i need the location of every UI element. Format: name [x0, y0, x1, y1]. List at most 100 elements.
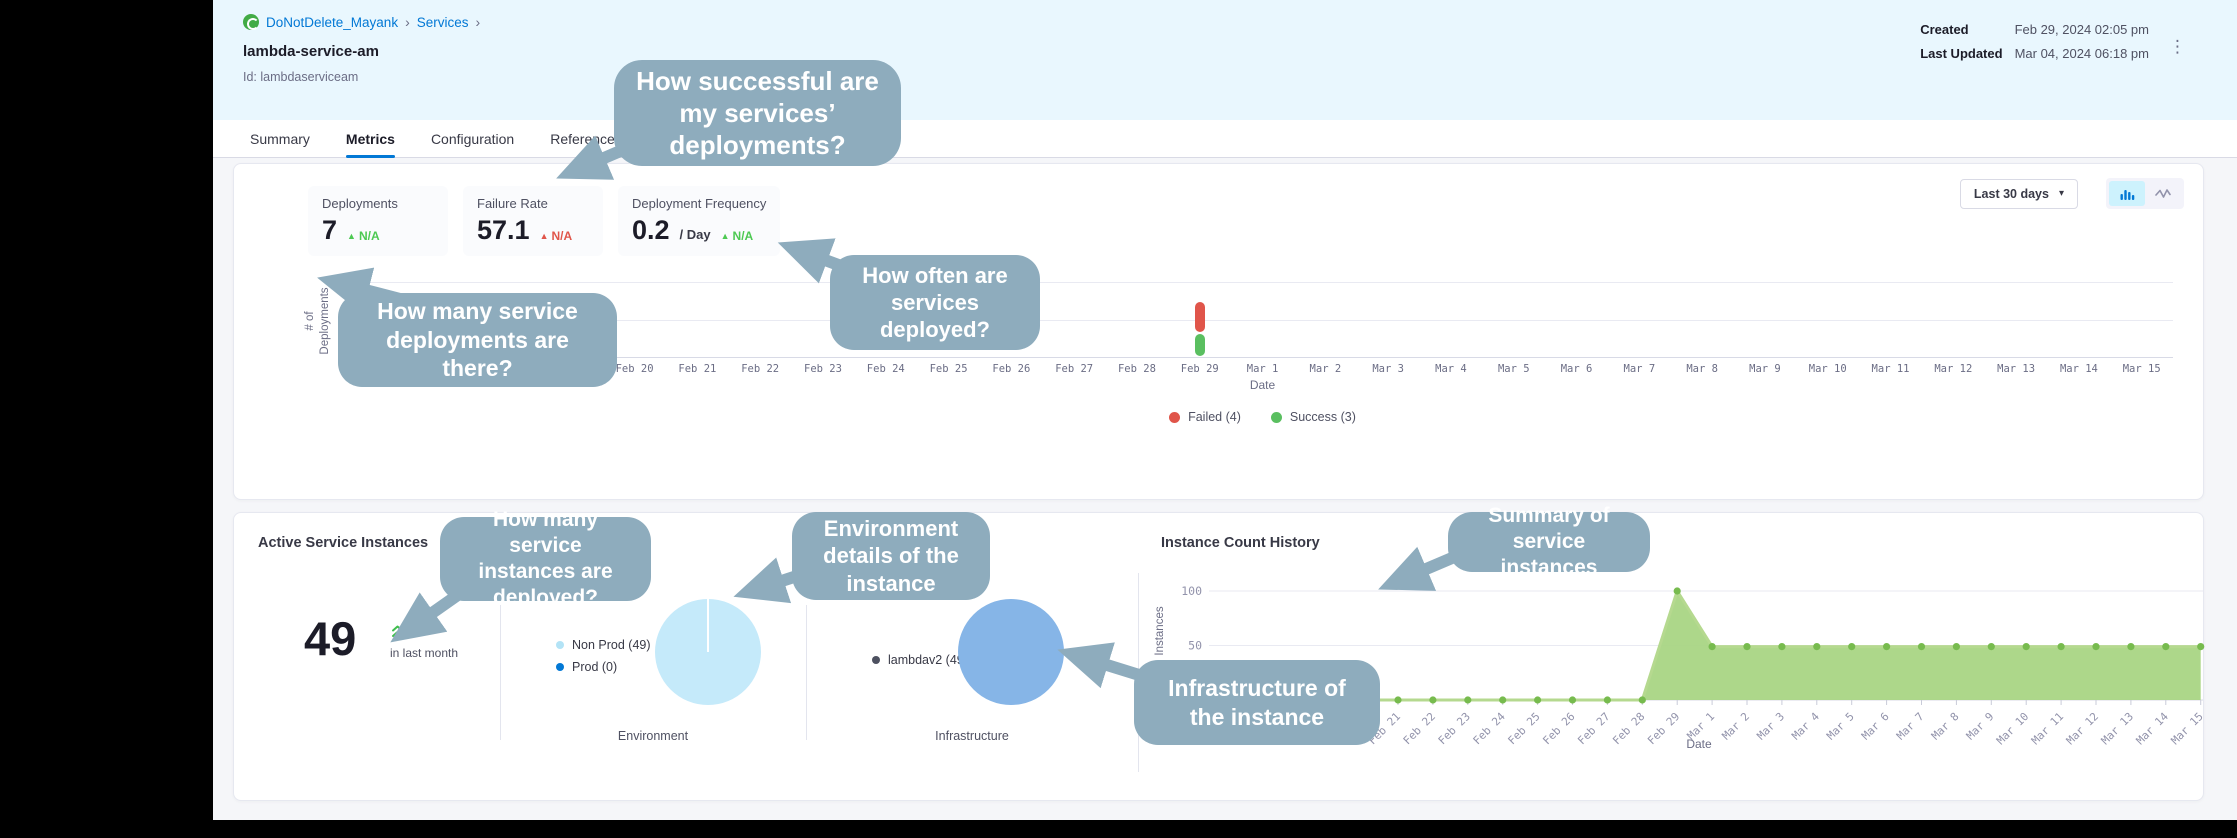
gridline	[352, 319, 2173, 321]
callout-instance-summary: Summary of service instances	[1448, 504, 1650, 579]
chevron-right-icon: ›	[475, 14, 481, 30]
x-axis-label: Feb 26	[992, 363, 1031, 375]
metric-value: 0.2	[632, 215, 670, 245]
metric-deployment-frequency: Deployment Frequency 0.2 / Day ▲ N/A	[618, 186, 781, 256]
legend-dot-icon	[556, 641, 564, 649]
svg-text:Date: Date	[1686, 737, 1712, 751]
line-chart-toggle-button[interactable]	[2145, 181, 2181, 206]
chart-type-toggle	[2106, 178, 2184, 209]
section-title: Active Service Instances	[258, 535, 429, 551]
legend-item[interactable]: lambdav2 (49)	[872, 653, 968, 667]
bar-chart-toggle-button[interactable]	[2109, 181, 2145, 206]
legend-dot-icon	[872, 656, 880, 664]
callout-infrastructure: Infrastructure of the instance	[1134, 660, 1380, 745]
double-chevron-up-icon	[392, 625, 403, 637]
x-axis-label: Mar 13	[1997, 363, 2036, 375]
svg-text:Mar 13: Mar 13	[2099, 710, 2136, 747]
legend-dot-icon	[1169, 411, 1181, 423]
divider	[806, 605, 807, 740]
x-axis-label: Mar 15	[2122, 363, 2161, 375]
legend-item[interactable]: Prod (0)	[556, 660, 651, 674]
x-axis-label: Feb 22	[741, 363, 780, 375]
svg-text:Feb 24: Feb 24	[1471, 710, 1509, 748]
deployments-chart: # of Deployments 1050 Feb 16Feb 17Feb 18…	[304, 276, 2173, 424]
x-axis-label: Feb 25	[929, 363, 968, 375]
infrastructure-pie	[958, 599, 1064, 705]
count-trend: in last month	[390, 625, 458, 660]
svg-text:Mar 3: Mar 3	[1754, 710, 1787, 743]
bar-chart-icon	[2120, 189, 2135, 200]
x-axis-label: Mar 12	[1934, 363, 1973, 375]
x-axis-label: Mar 8	[1686, 363, 1718, 375]
trend-badge: ▲ N/A	[720, 229, 754, 243]
x-axis-label: Mar 6	[1560, 363, 1593, 375]
infrastructure-legend: lambdav2 (49)	[872, 653, 968, 667]
trend-badge: ▲ N/A	[347, 229, 380, 243]
infrastructure-label: Infrastructure	[935, 729, 1009, 743]
metric-tiles: Deployments 7 ▲ N/A Failure Rate 57.1	[308, 186, 781, 256]
x-axis-label: Mar 9	[1749, 363, 1781, 375]
svg-text:Mar 15: Mar 15	[2169, 710, 2206, 747]
legend-item[interactable]: Non Prod (49)	[556, 638, 651, 652]
svg-text:Feb 28: Feb 28	[1610, 710, 1647, 747]
meta-block: Created Feb 29, 2024 02:05 pm Last Updat…	[1920, 22, 2149, 61]
svg-text:Mar 10: Mar 10	[1994, 710, 2031, 747]
metric-value: 57.1	[477, 215, 530, 245]
trend-up-icon: ▲	[347, 231, 356, 241]
svg-text:Mar 8: Mar 8	[1929, 710, 1962, 743]
svg-text:100: 100	[1181, 584, 1202, 598]
x-axis-label: Mar 11	[1871, 363, 1910, 375]
tab-referenced[interactable]: Referenced	[550, 130, 623, 147]
x-axis-title: Date	[1249, 378, 1276, 392]
svg-text:Feb 23: Feb 23	[1436, 710, 1473, 747]
svg-text:Mar 14: Mar 14	[2134, 710, 2172, 748]
svg-text:Mar 12: Mar 12	[2064, 710, 2101, 747]
metric-label: Failure Rate	[477, 196, 548, 211]
svg-text:Mar 6: Mar 6	[1859, 710, 1892, 743]
metric-value: 7	[322, 215, 338, 245]
tab-configuration[interactable]: Configuration	[430, 130, 515, 147]
success-bar-segment	[1194, 333, 1205, 356]
deployments-plot-area: 1050	[333, 276, 2173, 361]
legend-item[interactable]: Failed (4)	[1169, 410, 1241, 424]
metric-label: Deployment Frequency	[632, 196, 767, 211]
created-value: Feb 29, 2024 02:05 pm	[2014, 22, 2149, 37]
more-options-icon[interactable]: ⋮	[2169, 37, 2187, 56]
page-header: DoNotDelete_Mayank › Services › lambda-s…	[213, 0, 2237, 120]
environment-label: Environment	[617, 729, 689, 743]
breadcrumb-project-link[interactable]: DoNotDelete_Mayank	[266, 14, 399, 30]
x-axis-label: Mar 10	[1808, 363, 1847, 375]
chevron-down-icon: ▾	[2058, 188, 2064, 199]
legend-item[interactable]: Success (3)	[1270, 410, 1356, 424]
count-caption: in last month	[390, 646, 459, 660]
metric-failure-rate: Failure Rate 57.1 ▲ N/A	[463, 186, 603, 256]
svg-text:Feb 26: Feb 26	[1540, 710, 1577, 747]
x-axis-label: Feb 28	[1117, 363, 1156, 375]
breadcrumb: DoNotDelete_Mayank › Services ›	[243, 14, 2237, 30]
x-axis-label: Feb 27	[1055, 363, 1094, 375]
svg-text:50: 50	[1188, 639, 1202, 653]
time-range-dropdown[interactable]: Last 30 days ▾	[1959, 178, 2078, 209]
breadcrumb-services-link[interactable]: Services	[416, 14, 469, 30]
x-axis-label: Mar 3	[1372, 363, 1404, 375]
x-axis-label: Feb 29	[1180, 363, 1219, 375]
y-axis-tick: 10	[333, 276, 346, 288]
callout-deployment-count: How many service deployments are there?	[338, 293, 617, 387]
active-instances-count: 49	[304, 612, 357, 665]
metric-unit: / Day	[679, 227, 711, 242]
svg-text:Feb 22: Feb 22	[1401, 710, 1438, 747]
callout-environment-details: Environment details of the instance	[792, 512, 990, 600]
chart-controls: Last 30 days ▾	[1959, 178, 2184, 209]
chevron-right-icon: ›	[405, 14, 410, 30]
tab-metrics[interactable]: Metrics	[345, 120, 395, 158]
svg-text:Feb 29: Feb 29	[1645, 710, 1682, 747]
service-icon	[243, 14, 259, 30]
pie-slice-divider	[707, 599, 709, 652]
updated-label: Last Updated	[1920, 46, 2003, 61]
divider	[500, 605, 501, 740]
trend-up-icon: ▲	[720, 231, 730, 241]
tab-summary[interactable]: Summary	[250, 130, 310, 147]
callout-deploy-frequency: How often are services deployed?	[830, 255, 1040, 350]
